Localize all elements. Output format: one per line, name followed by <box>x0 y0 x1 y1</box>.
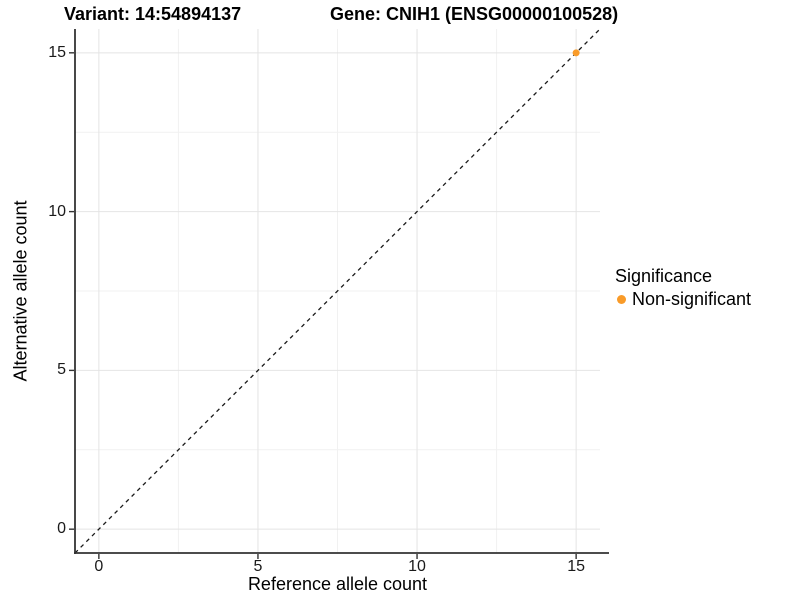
legend-item-non-significant: Non-significant <box>613 289 799 310</box>
y-axis-title: Alternative allele count <box>10 200 31 382</box>
identity-line <box>74 28 601 554</box>
legend-dot-icon <box>617 295 626 304</box>
x-tick-label: 0 <box>94 558 104 575</box>
x-axis-title: Reference allele count <box>247 574 428 594</box>
y-tick-label: 10 <box>48 202 66 220</box>
data-point <box>572 49 580 57</box>
legend-item-label: Non-significant <box>632 289 752 309</box>
x-tick-label: 10 <box>408 558 426 575</box>
x-tick-label: 15 <box>567 558 586 575</box>
legend-title: Significance <box>615 266 713 286</box>
y-tick-label: 0 <box>57 520 66 538</box>
gene-title: Gene: CNIH1 (ENSG00000100528) <box>330 4 619 24</box>
x-tick-label: 5 <box>253 558 263 575</box>
variant-title: Variant: 14:54894137 <box>64 4 242 24</box>
legend: Significance Non-significant <box>613 266 799 310</box>
y-tick-label: 15 <box>48 43 66 61</box>
y-tick-label: 5 <box>57 361 66 379</box>
